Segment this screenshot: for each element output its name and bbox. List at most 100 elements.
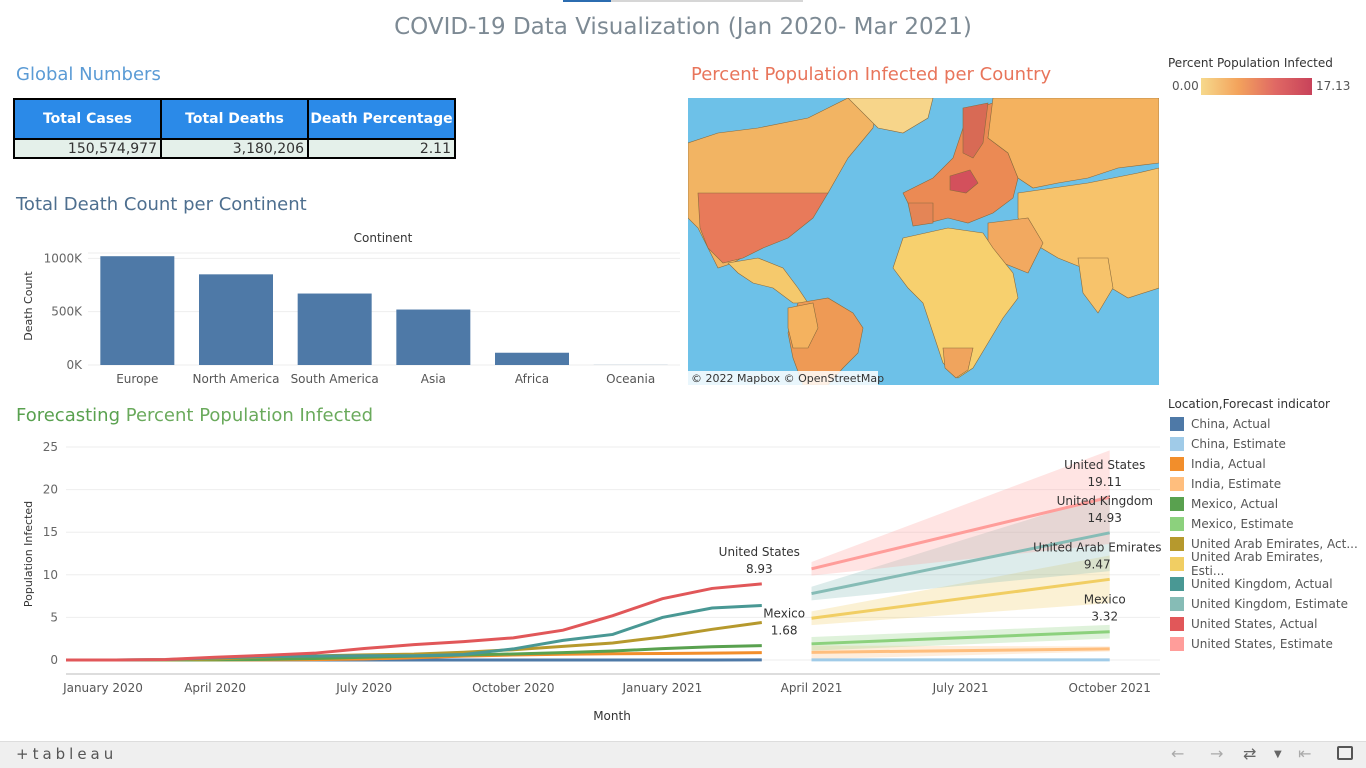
series-line[interactable] — [811, 577, 1110, 620]
annotation-value: 9.47 — [1084, 557, 1111, 571]
legend-swatch — [1170, 597, 1184, 611]
bar[interactable] — [396, 309, 471, 365]
forecast-title: Forecasting Percent Population Infected — [16, 405, 373, 426]
tableau-logo[interactable]: +tableau — [16, 745, 118, 763]
fullscreen-icon[interactable] — [1337, 746, 1353, 760]
map-legend-min: 0.00 — [1172, 79, 1199, 93]
series-line[interactable] — [811, 647, 1110, 654]
bar[interactable] — [297, 293, 372, 365]
confidence-band — [811, 494, 1110, 601]
forecast-line-chart[interactable]: 0 5 10 15 20 25 January 2020 April 2020 July 202… — [0, 432, 1165, 732]
map-south-africa[interactable] — [942, 347, 974, 379]
bar[interactable] — [495, 352, 569, 365]
legend-swatch — [1170, 457, 1184, 471]
y-tick-label: 1000K — [44, 251, 84, 265]
annotation-value: 19.11 — [1088, 475, 1122, 489]
continent-header: Continent — [354, 231, 413, 245]
x-tick-label: Oceania — [606, 372, 655, 386]
annotation-value: 8.93 — [746, 562, 773, 576]
legend-item[interactable]: China, Actual — [1170, 414, 1360, 434]
legend-item[interactable]: United Arab Emirates, Act... — [1170, 534, 1360, 554]
continent-bar-chart[interactable]: Continent 1000K 500K 0K Death Count Europe Nor… — [0, 228, 690, 390]
legend-swatch — [1170, 617, 1184, 631]
legend-label: China, Actual — [1191, 417, 1271, 431]
y-tick-label: 20 — [43, 483, 58, 497]
legend-label: India, Estimate — [1191, 477, 1282, 491]
map-attribution: © 2022 Mapbox © OpenStreetMap — [691, 372, 884, 385]
legend-item[interactable]: United States, Actual — [1170, 614, 1360, 634]
legend-label: United Arab Emirates, Esti... — [1191, 550, 1324, 578]
y-axis-label: Death Count — [22, 271, 35, 341]
legend-swatch — [1170, 477, 1184, 491]
y-tick-label: 0K — [66, 358, 83, 372]
revert-icon[interactable]: ⇄ — [1243, 744, 1257, 763]
legend-label: United States, Actual — [1191, 617, 1318, 631]
forecast-title-a: Forecasting — [16, 405, 121, 426]
bottom-toolbar — [0, 741, 1366, 768]
forecast-legend: China, Actual China, Estimate India, Actua… — [1170, 414, 1360, 654]
legend-swatch — [1170, 417, 1184, 431]
x-tick-label: April 2020 — [184, 681, 246, 695]
legend-label: China, Estimate — [1191, 437, 1286, 451]
legend-item[interactable]: Mexico, Estimate — [1170, 514, 1360, 534]
map-africa[interactable] — [892, 227, 1019, 379]
series-line[interactable] — [66, 603, 762, 662]
legend-swatch — [1170, 637, 1184, 651]
tab-indicator[interactable] — [611, 0, 803, 2]
redo-icon[interactable]: → — [1210, 744, 1224, 763]
map-greenland[interactable] — [847, 98, 934, 134]
choropleth-map[interactable]: © 2022 Mapbox © OpenStreetMap — [688, 98, 1159, 385]
legend-item[interactable]: India, Estimate — [1170, 474, 1360, 494]
rewind-icon[interactable]: ⇤ — [1298, 744, 1312, 763]
legend-swatch — [1170, 537, 1184, 551]
annotation-name: United Arab Emirates — [1033, 540, 1161, 554]
legend-label: United Kingdom, Actual — [1191, 577, 1333, 591]
series-line[interactable] — [811, 495, 1111, 571]
forecast-legend-title: Location,Forecast indicator — [1168, 397, 1330, 411]
tab-indicator-active[interactable] — [563, 0, 611, 2]
map-india[interactable] — [1077, 257, 1114, 314]
legend-item[interactable]: United Kingdom, Estimate — [1170, 594, 1360, 614]
bar[interactable] — [199, 274, 273, 365]
continent-chart-title: Total Death Count per Continent — [16, 194, 307, 215]
series-line[interactable] — [811, 531, 1110, 596]
x-tick-label: Africa — [515, 372, 549, 386]
bar[interactable] — [100, 256, 175, 365]
legend-swatch — [1170, 497, 1184, 511]
annotation-name: United Kingdom — [1057, 494, 1153, 508]
undo-icon[interactable]: ← — [1171, 744, 1185, 763]
map-sweden[interactable] — [962, 102, 989, 159]
map-czechia[interactable] — [949, 169, 979, 194]
y-tick-label: 15 — [43, 525, 58, 539]
map-usa[interactable] — [697, 192, 829, 264]
x-tick-label: Europe — [116, 372, 158, 386]
y-tick-label: 10 — [43, 568, 58, 582]
legend-label: Mexico, Actual — [1191, 497, 1279, 511]
chevron-down-icon[interactable]: ▼ — [1274, 749, 1282, 760]
map-spain[interactable] — [907, 202, 934, 227]
series-line[interactable] — [811, 630, 1110, 646]
x-tick-label: October 2020 — [472, 681, 554, 695]
annotation-name: United States — [1064, 458, 1145, 472]
legend-item[interactable]: India, Actual — [1170, 454, 1360, 474]
map-legend-title: Percent Population Infected — [1168, 56, 1333, 70]
legend-swatch — [1170, 437, 1184, 451]
map-russia[interactable] — [987, 98, 1159, 189]
legend-item[interactable]: United Arab Emirates, Esti... — [1170, 550, 1360, 578]
legend-item[interactable]: United Kingdom, Actual — [1170, 574, 1360, 594]
map-attribution-bg — [688, 371, 878, 385]
map-title: Percent Population Infected per Country — [691, 64, 1052, 85]
annotation-value: 3.32 — [1091, 610, 1118, 624]
legend-item[interactable]: China, Estimate — [1170, 434, 1360, 454]
legend-item[interactable]: United States, Estimate — [1170, 634, 1360, 654]
legend-label: India, Actual — [1191, 457, 1266, 471]
x-tick-label: South America — [291, 372, 379, 386]
x-tick-label: July 2020 — [335, 681, 392, 695]
map-colombia-peru[interactable] — [787, 302, 819, 349]
series-line[interactable] — [66, 582, 762, 662]
annotation-name: United States — [719, 545, 800, 559]
map-legend-max: 17.13 — [1316, 79, 1351, 93]
dashboard-title: COVID-19 Data Visualization (Jan 2020- M… — [394, 14, 972, 40]
legend-item[interactable]: Mexico, Actual — [1170, 494, 1360, 514]
x-tick-label: North America — [193, 372, 280, 386]
